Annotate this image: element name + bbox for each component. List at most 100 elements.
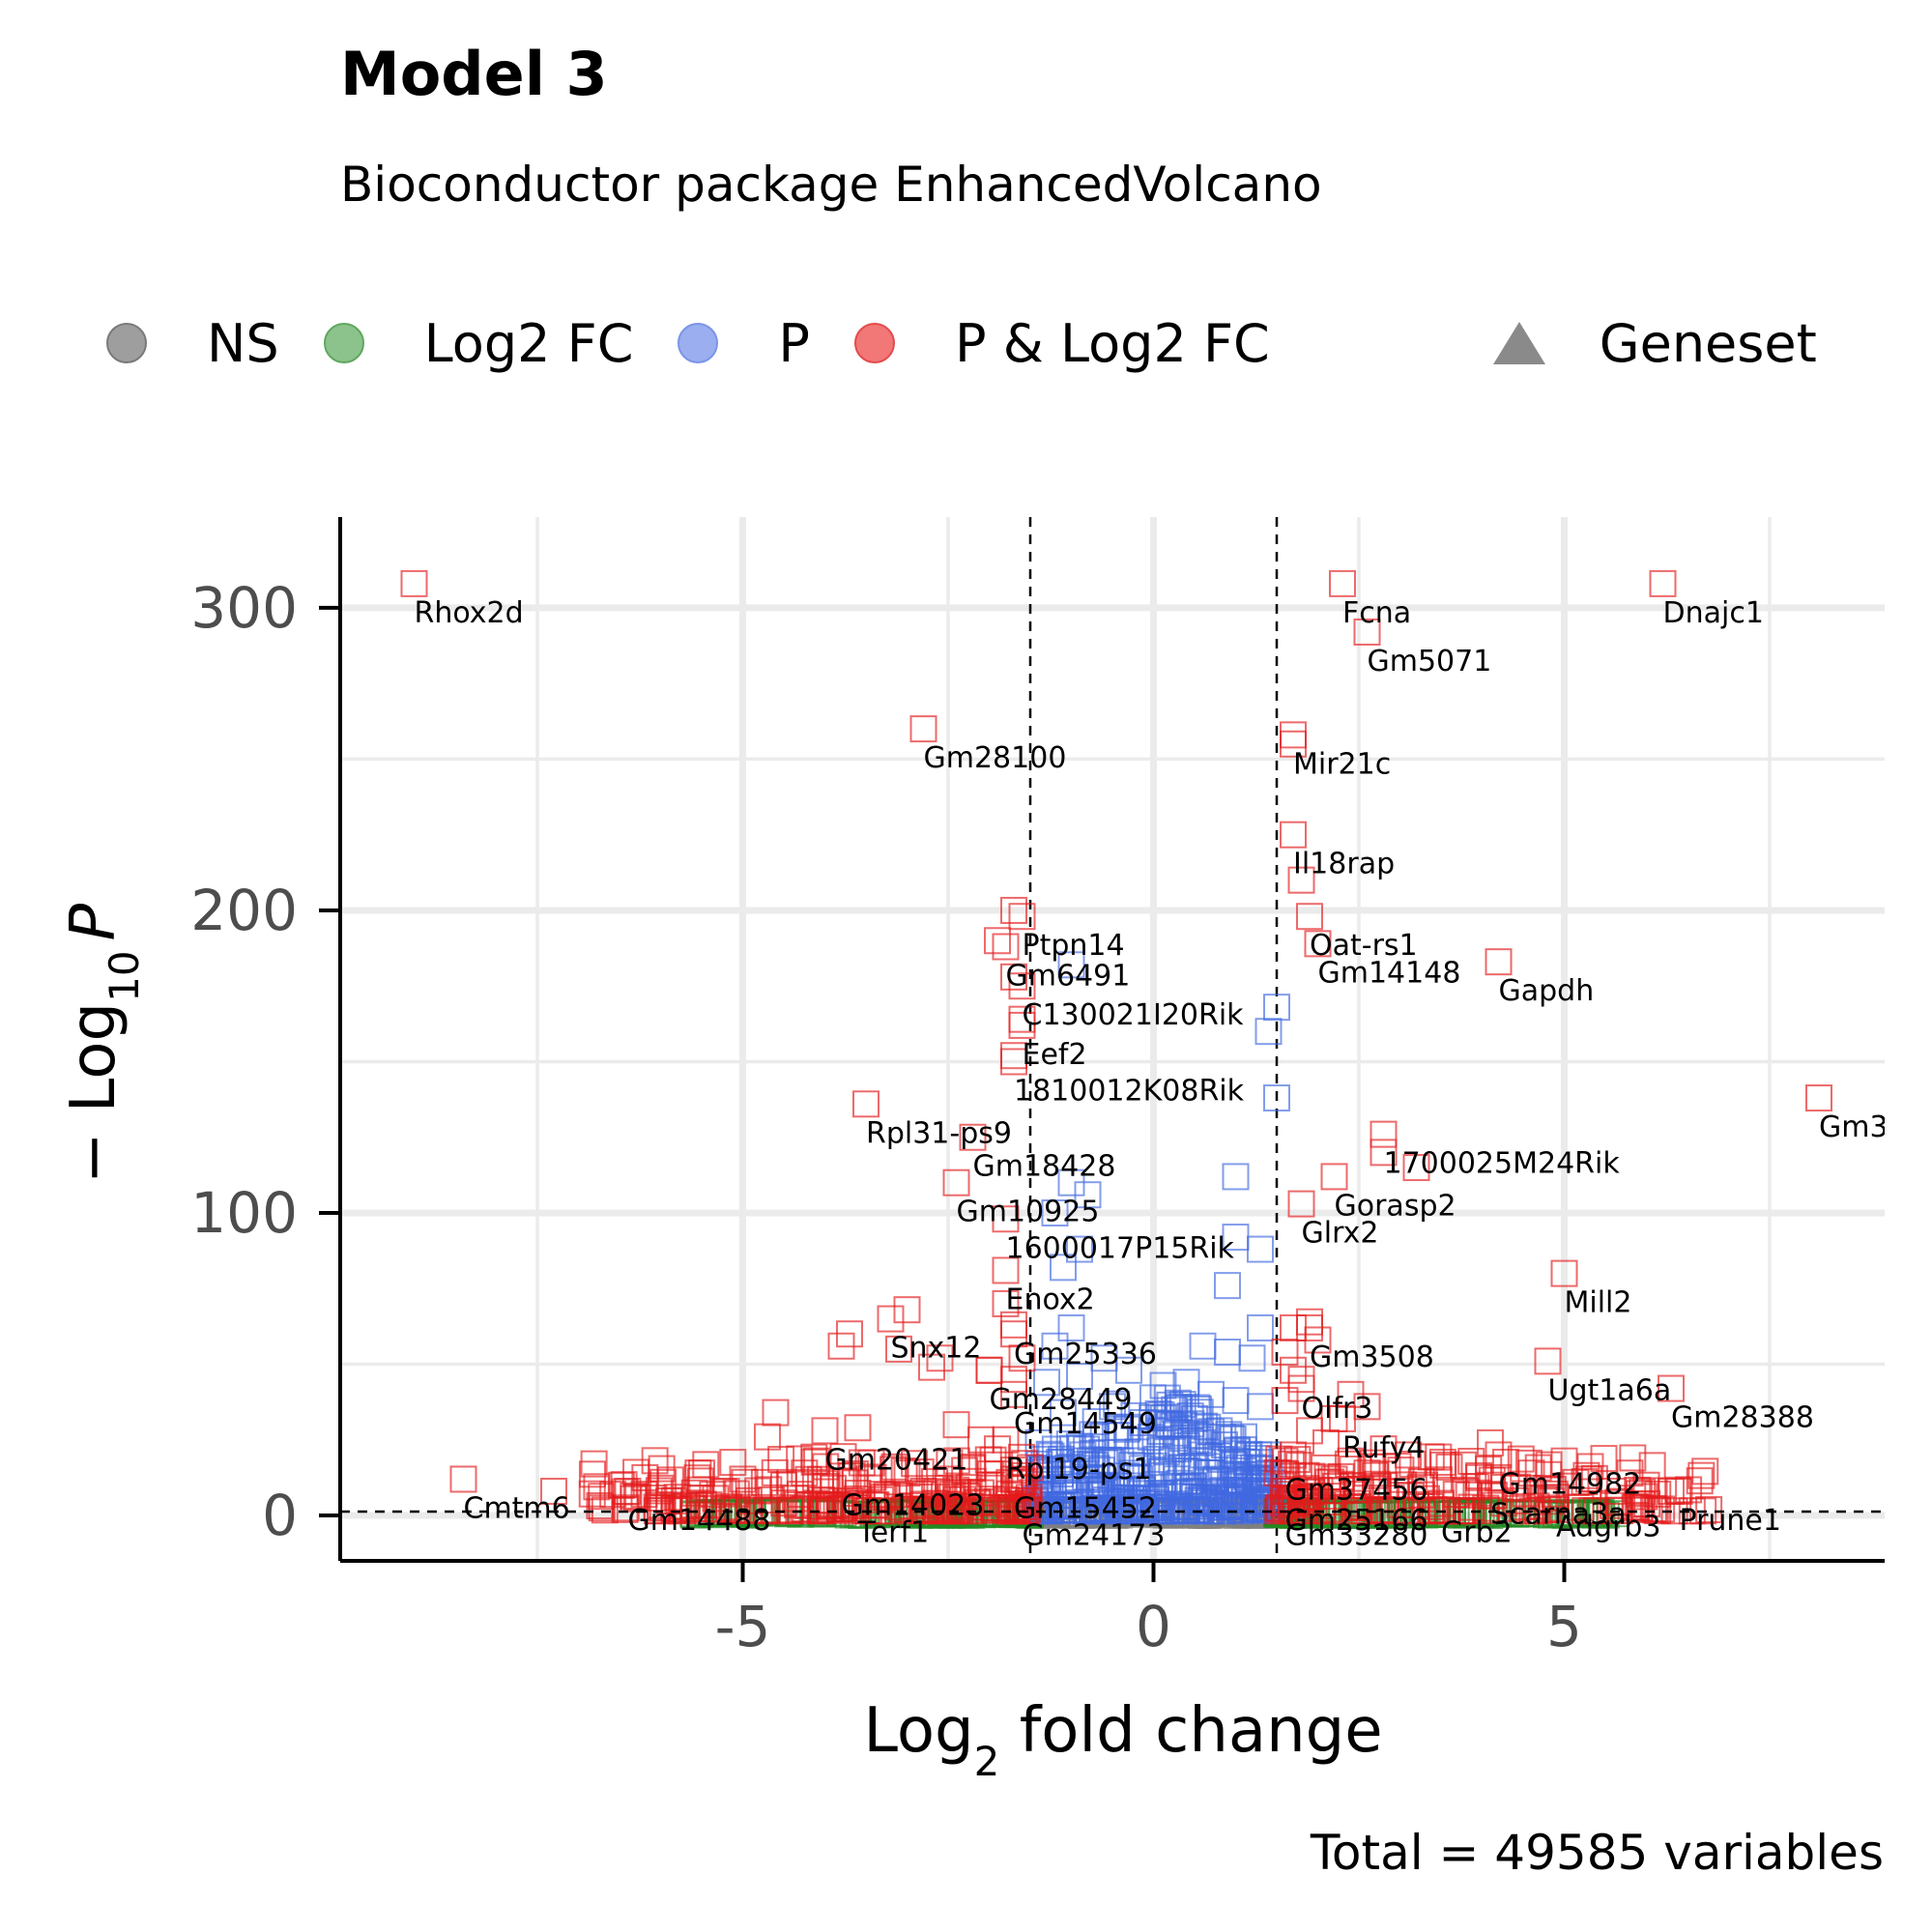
x-axis-title-main: Log	[863, 1695, 973, 1767]
point-labeled	[449, 1465, 477, 1493]
point-p-and-log2fc	[984, 1435, 1011, 1463]
point-p	[1238, 1344, 1266, 1372]
point-p-and-log2fc	[955, 1493, 983, 1521]
x-axis-title: Log2 fold change	[863, 1695, 1382, 1785]
point-p	[1147, 1400, 1175, 1428]
gene-label-gm25166: Gm25166	[1285, 1504, 1428, 1538]
gene-label-gm14549: Gm14549	[1014, 1407, 1157, 1441]
point-p-and-log2fc	[754, 1423, 781, 1451]
point-p	[1113, 1492, 1141, 1520]
point-labeled	[1296, 903, 1323, 931]
point-p	[1222, 1387, 1250, 1415]
legend-swatch-p-and-log2fc	[854, 323, 895, 363]
point-labeled	[1370, 1120, 1398, 1148]
point-labeled	[975, 1356, 1003, 1384]
point-p	[1041, 1435, 1069, 1463]
legend-item-log2fc: Log2 FC	[323, 313, 633, 374]
gene-label-enox2: Enox2	[1006, 1283, 1095, 1316]
gene-label-gm20421: Gm20421	[825, 1443, 968, 1477]
gene-label-mir21c: Mir21c	[1293, 747, 1391, 781]
point-p-and-log2fc	[712, 1478, 740, 1505]
point-p	[1149, 1371, 1177, 1399]
point-p-and-log2fc	[827, 1332, 855, 1360]
point-p-and-log2fc	[926, 1475, 954, 1503]
point-p-and-log2fc	[1294, 1488, 1322, 1516]
point-p-and-log2fc	[1402, 1154, 1430, 1182]
point-p	[1189, 1332, 1217, 1360]
point-p	[1050, 1254, 1077, 1282]
point-p	[1107, 1447, 1135, 1475]
cutoff-lines	[1028, 517, 1279, 1561]
gene-label-mill2: Mill2	[1565, 1286, 1632, 1320]
point-p-and-log2fc	[1271, 1387, 1299, 1415]
point-p-and-log2fc	[909, 1478, 937, 1505]
point-p-and-log2fc	[1507, 1445, 1535, 1473]
y-axis-title: − Log10 P	[58, 903, 148, 1184]
gene-label-ptpn14: Ptpn14	[1023, 929, 1125, 963]
point-p-and-log2fc	[1539, 1494, 1567, 1522]
point-p-and-log2fc	[1572, 1461, 1600, 1489]
gene-label-prune1: Prune1	[1680, 1504, 1781, 1538]
point-p	[1234, 1477, 1262, 1505]
point-labeled	[1477, 1471, 1504, 1499]
point-p-and-log2fc	[1341, 1494, 1370, 1522]
point-p	[1247, 1235, 1274, 1263]
point-p-and-log2fc	[770, 1471, 797, 1499]
point-p	[1048, 1492, 1076, 1520]
point-labeled	[1271, 1478, 1299, 1505]
point-p	[1081, 1408, 1110, 1436]
gene-label-gm37456: Gm37456	[1285, 1474, 1428, 1508]
point-p-and-log2fc	[1337, 1447, 1365, 1475]
gene-label-gorasp2: Gorasp2	[1335, 1189, 1456, 1223]
point-labeled	[614, 1478, 642, 1505]
point-p	[1030, 1445, 1058, 1473]
point-p-and-log2fc	[984, 927, 1011, 955]
point-p	[1135, 1493, 1163, 1521]
point-p	[1041, 1332, 1069, 1360]
point-p	[1110, 1476, 1138, 1504]
point-labeled	[1271, 1447, 1299, 1475]
point-p-and-log2fc	[762, 1399, 790, 1427]
point-p	[1082, 1423, 1110, 1451]
gene-label-ugt1a6a: Ugt1a6a	[1548, 1373, 1672, 1407]
point-p	[1103, 1390, 1131, 1418]
point-p-and-log2fc	[1286, 1486, 1314, 1514]
point-p-and-log2fc	[1280, 1356, 1307, 1384]
point-p-and-log2fc	[580, 1450, 608, 1478]
point-labeled	[1008, 903, 1036, 931]
point-p	[1128, 1455, 1156, 1483]
gene-label-terf1: Terf1	[857, 1516, 930, 1550]
point-p-and-log2fc	[1428, 1448, 1456, 1476]
point-p-and-log2fc	[1664, 1476, 1692, 1504]
gene-label-gm5071: Gm5071	[1368, 645, 1492, 678]
point-p-and-log2fc	[683, 1464, 711, 1492]
point-log2fc	[1577, 1499, 1605, 1527]
point-p	[1224, 1470, 1252, 1498]
point-labeled	[1000, 1311, 1027, 1339]
point-labeled	[992, 933, 1020, 961]
point-p-and-log2fc	[918, 1353, 945, 1381]
point-p-and-log2fc	[786, 1445, 814, 1473]
gene-label-cmtm6: Cmtm6	[464, 1491, 570, 1525]
point-p-and-log2fc	[1600, 1478, 1628, 1505]
gene-label-gm3: Gm3	[1819, 1110, 1889, 1144]
point-p-and-log2fc	[1435, 1453, 1463, 1481]
point-p	[1214, 1339, 1241, 1366]
point-labeled	[827, 1462, 855, 1490]
point-p-and-log2fc	[1296, 1308, 1323, 1336]
point-labeled	[992, 1426, 1020, 1454]
point-p	[1139, 1474, 1167, 1502]
point-p	[1221, 1493, 1249, 1521]
point-p-and-log2fc	[885, 1335, 912, 1363]
point-p-and-log2fc	[1266, 1495, 1294, 1523]
point-p	[1263, 1084, 1290, 1112]
point-p-and-log2fc	[1695, 1495, 1723, 1523]
x-tick-label-1: 0	[1136, 1594, 1171, 1659]
point-p-and-log2fc	[647, 1474, 675, 1502]
point-p-and-log2fc	[583, 1473, 611, 1501]
point-p-and-log2fc	[1512, 1480, 1540, 1508]
gene-label-adgrb3: Adgrb3	[1556, 1510, 1661, 1543]
point-labeled	[1287, 1366, 1315, 1394]
point-p-and-log2fc	[1358, 1449, 1386, 1477]
point-p-and-log2fc	[1370, 1139, 1398, 1167]
